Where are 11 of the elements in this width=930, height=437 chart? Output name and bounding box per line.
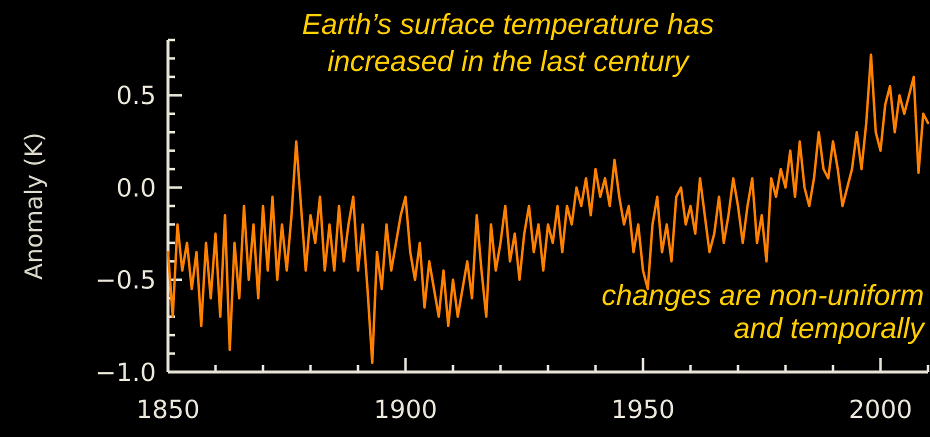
y-axis-title: Anomaly (K) [20,132,48,280]
y-tick-label: −1.0 [95,358,156,387]
x-tick-label: 1850 [136,395,200,424]
x-tick-label: 2000 [848,395,912,424]
x-tick-label: 1900 [374,395,438,424]
y-tick-label: −0.5 [95,266,156,295]
y-tick-label: 0.0 [116,173,156,202]
y-tick-label: 0.5 [116,81,156,110]
annotation: changes are non-uniform and temporally [602,280,926,345]
x-tick-label: 1950 [611,395,675,424]
chart-title: Earth’s surface temperature has increased in the last century [302,9,714,78]
